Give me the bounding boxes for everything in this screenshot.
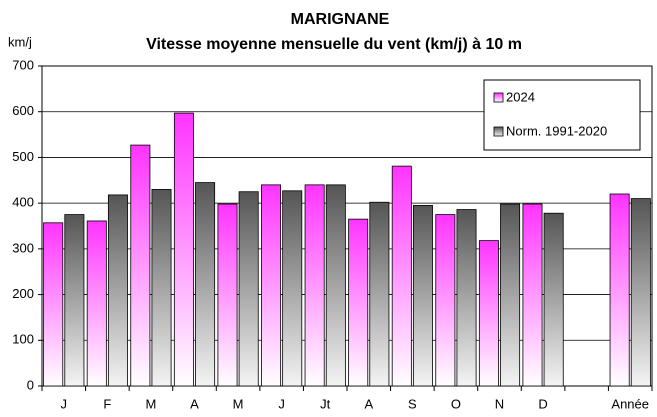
y-tick-label: 600 — [12, 103, 34, 118]
legend-box — [483, 79, 641, 151]
bar — [173, 112, 194, 387]
x-tick-label: A — [364, 396, 373, 411]
chart-title: MARIGNANE — [291, 11, 390, 28]
bar — [238, 191, 259, 387]
bar — [282, 190, 303, 387]
bar — [456, 209, 477, 387]
bar — [369, 201, 390, 387]
bar — [195, 182, 216, 387]
x-tick-label: A — [190, 396, 199, 411]
x-tick-label: M — [233, 396, 244, 411]
bar — [43, 222, 64, 387]
bar — [412, 205, 433, 387]
x-tick-label: Jt — [320, 396, 331, 411]
bar — [500, 203, 521, 387]
x-tick-label: J — [278, 396, 285, 411]
y-tick-label: 300 — [12, 240, 34, 255]
bar — [261, 184, 282, 387]
y-tick-label: 100 — [12, 332, 34, 347]
x-tick-label: M — [146, 396, 157, 411]
x-tick-label: D — [538, 396, 547, 411]
x-tick-label: Année — [611, 396, 649, 411]
bar — [151, 189, 172, 387]
chart-subtitle: Vitesse moyenne mensuelle du vent (km/j)… — [146, 36, 522, 53]
bar — [630, 198, 651, 387]
legend-label: Norm. 1991-2020 — [506, 123, 607, 138]
bar — [435, 214, 456, 387]
legend-swatch — [493, 92, 504, 103]
y-tick-label: 0 — [27, 377, 34, 392]
legend-label: 2024 — [506, 89, 535, 104]
y-tick-label: 500 — [12, 149, 34, 164]
x-tick-label: S — [408, 396, 417, 411]
x-tick-label: O — [451, 396, 461, 411]
x-tick-label: J — [61, 396, 68, 411]
y-tick-label: 400 — [12, 195, 34, 210]
bar — [543, 212, 564, 387]
bar — [217, 203, 238, 387]
legend-swatch — [493, 126, 504, 137]
y-axis-label: km/j — [8, 34, 32, 49]
bar — [609, 193, 630, 387]
x-tick-label: F — [103, 396, 111, 411]
bar — [86, 220, 107, 387]
bar — [64, 214, 85, 387]
bar — [130, 144, 151, 387]
y-tick-label: 700 — [12, 57, 34, 72]
bar — [304, 184, 325, 387]
bar — [107, 194, 128, 387]
x-tick-label: N — [495, 396, 504, 411]
y-tick-label: 200 — [12, 286, 34, 301]
bar — [478, 240, 499, 387]
bar — [325, 184, 346, 387]
bar — [348, 218, 369, 387]
bar — [391, 165, 412, 387]
bar — [522, 203, 543, 387]
